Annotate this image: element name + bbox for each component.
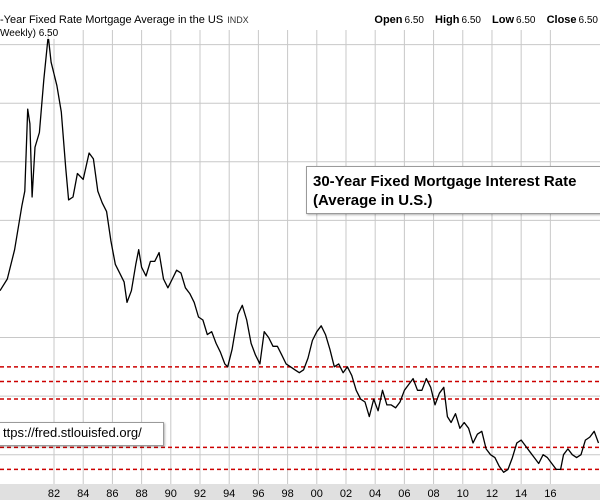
x-tick-label: 86 <box>106 488 118 500</box>
x-tick-label: 08 <box>427 488 439 500</box>
x-tick-label: 84 <box>77 488 89 500</box>
source-url-label: ttps://fred.stlouisfed.org/ <box>0 422 164 446</box>
high-value: 6.50 <box>461 15 481 26</box>
annotation-line-1: 30-Year Fixed Mortgage Interest Rate <box>313 173 577 190</box>
x-tick-label: 90 <box>165 488 177 500</box>
x-tick-label: 10 <box>457 488 469 500</box>
open-label: Open <box>374 14 403 26</box>
x-tick-label: 04 <box>369 488 381 500</box>
x-tick-label: 00 <box>311 488 323 500</box>
open-value: 6.50 <box>404 15 424 26</box>
header-source-tag: INDX <box>227 15 249 25</box>
close-value: 6.50 <box>578 15 598 26</box>
annotation-line-2: (Average in U.S.) <box>313 192 433 209</box>
reference-lines <box>0 366 600 471</box>
x-tick-label: 14 <box>515 488 527 500</box>
series-line <box>0 35 600 473</box>
chart-grid <box>0 30 600 484</box>
x-tick-label: 16 <box>544 488 556 500</box>
low-label: Low <box>492 14 515 26</box>
x-tick-label: 96 <box>252 488 264 500</box>
x-tick-label: 82 <box>48 488 60 500</box>
chart-header-title: -Year Fixed Rate Mortgage Average in the… <box>0 14 249 26</box>
close-label: Close <box>546 14 577 26</box>
x-tick-label: 94 <box>223 488 235 500</box>
x-axis-ticks: 82 84 86 88 90 92 94 96 98 00 02 04 06 08 10 12 14 16 <box>48 488 557 500</box>
annotation-box: 30-Year Fixed Mortgage Interest Rate (Av… <box>306 166 600 214</box>
data-series <box>0 35 600 473</box>
series-legend: Weekly) 6.50 <box>0 28 59 39</box>
header-title-text: -Year Fixed Rate Mortgage Average in the… <box>0 14 224 26</box>
x-tick-label: 12 <box>486 488 498 500</box>
ohlc-readout: Open 6.50 High 6.50 Low 6.50 Close 6.50 <box>366 14 598 26</box>
high-label: High <box>435 14 460 26</box>
x-tick-label: 02 <box>340 488 352 500</box>
x-tick-label: 88 <box>135 488 147 500</box>
x-axis-strip <box>0 484 600 500</box>
x-tick-label: 92 <box>194 488 206 500</box>
x-tick-label: 06 <box>398 488 410 500</box>
low-value: 6.50 <box>516 15 536 26</box>
x-tick-label: 98 <box>281 488 293 500</box>
